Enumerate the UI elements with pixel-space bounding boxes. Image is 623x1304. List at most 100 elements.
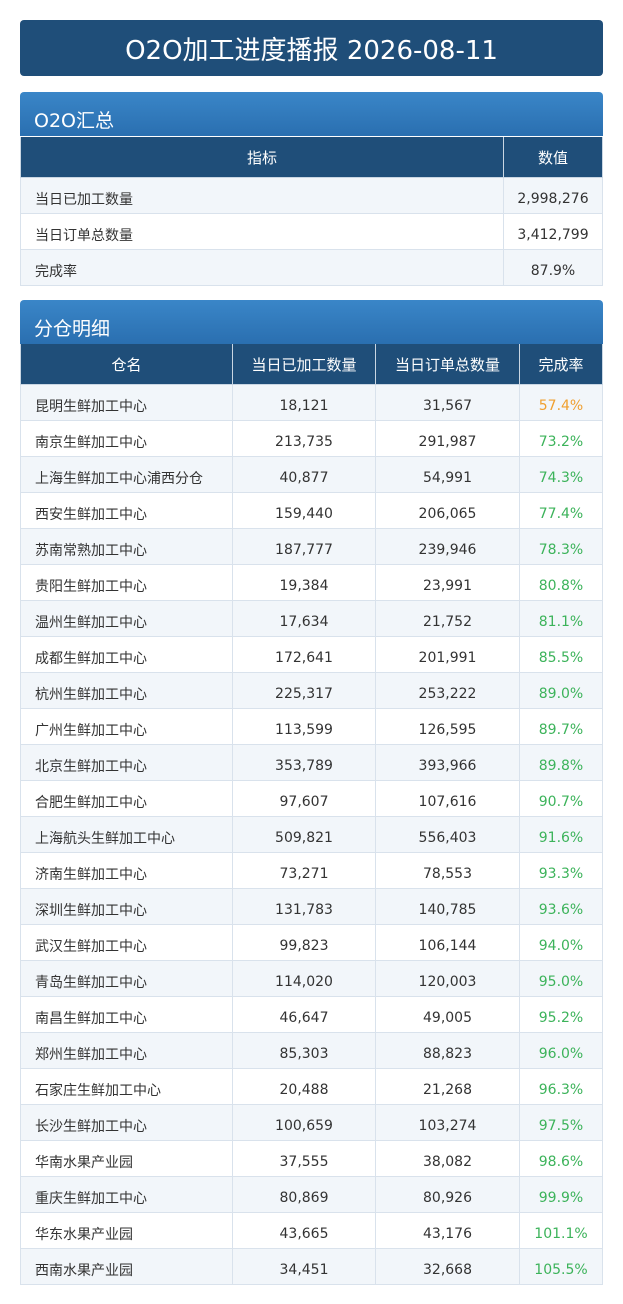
row-label: 温州生鲜加工中心: [20, 601, 233, 637]
row-label: 石家庄生鲜加工中心: [20, 1069, 233, 1105]
cell-value: 80,869: [233, 1177, 376, 1213]
row-label: 杭州生鲜加工中心: [20, 673, 233, 709]
cell-value: 80.8%: [520, 565, 603, 601]
cell-value: 90.7%: [520, 781, 603, 817]
row-label: 济南生鲜加工中心: [20, 853, 233, 889]
cell-value: 187,777: [233, 529, 376, 565]
cell-value: 253,222: [376, 673, 520, 709]
row-label: 深圳生鲜加工中心: [20, 889, 233, 925]
cell-value: 353,789: [233, 745, 376, 781]
row-label: 贵阳生鲜加工中心: [20, 565, 233, 601]
cell-value: 78,553: [376, 853, 520, 889]
cell-value: 43,665: [233, 1213, 376, 1249]
cell-value: 77.4%: [520, 493, 603, 529]
cell-value: 95.0%: [520, 961, 603, 997]
cell-value: 94.0%: [520, 925, 603, 961]
cell-value: 3,412,799: [504, 214, 603, 250]
row-label: 成都生鲜加工中心: [20, 637, 233, 673]
cell-value: 101.1%: [520, 1213, 603, 1249]
cell-value: 21,752: [376, 601, 520, 637]
cell-value: 159,440: [233, 493, 376, 529]
cell-value: 87.9%: [504, 250, 603, 286]
cell-value: 23,991: [376, 565, 520, 601]
cell-value: 556,403: [376, 817, 520, 853]
cell-value: 89.0%: [520, 673, 603, 709]
cell-value: 19,384: [233, 565, 376, 601]
cell-value: 38,082: [376, 1141, 520, 1177]
column-header: 当日订单总数量: [376, 344, 520, 385]
cell-value: 46,647: [233, 997, 376, 1033]
cell-value: 201,991: [376, 637, 520, 673]
cell-value: 98.6%: [520, 1141, 603, 1177]
cell-value: 81.1%: [520, 601, 603, 637]
cell-value: 43,176: [376, 1213, 520, 1249]
column-header: 完成率: [520, 344, 603, 385]
cell-value: 107,616: [376, 781, 520, 817]
cell-value: 91.6%: [520, 817, 603, 853]
cell-value: 96.0%: [520, 1033, 603, 1069]
cell-value: 291,987: [376, 421, 520, 457]
row-label: 西安生鲜加工中心: [20, 493, 233, 529]
row-label: 上海航头生鲜加工中心: [20, 817, 233, 853]
cell-value: 100,659: [233, 1105, 376, 1141]
cell-value: 106,144: [376, 925, 520, 961]
cell-value: 206,065: [376, 493, 520, 529]
cell-value: 73.2%: [520, 421, 603, 457]
cell-value: 393,966: [376, 745, 520, 781]
column-header: 当日已加工数量: [233, 344, 376, 385]
cell-value: 73,271: [233, 853, 376, 889]
row-label: 南京生鲜加工中心: [20, 421, 233, 457]
row-label: 上海生鲜加工中心浦西分仓: [20, 457, 233, 493]
cell-value: 88,823: [376, 1033, 520, 1069]
cell-value: 20,488: [233, 1069, 376, 1105]
cell-value: 99.9%: [520, 1177, 603, 1213]
row-label: 重庆生鲜加工中心: [20, 1177, 233, 1213]
cell-value: 126,595: [376, 709, 520, 745]
row-label: 南昌生鲜加工中心: [20, 997, 233, 1033]
cell-value: 93.3%: [520, 853, 603, 889]
section-header: 分仓明细: [20, 300, 603, 344]
cell-value: 21,268: [376, 1069, 520, 1105]
cell-value: 95.2%: [520, 997, 603, 1033]
row-label: 当日已加工数量: [20, 178, 504, 214]
cell-value: 74.3%: [520, 457, 603, 493]
column-header: 仓名: [20, 344, 233, 385]
column-header: 指标: [20, 137, 504, 178]
cell-value: 96.3%: [520, 1069, 603, 1105]
column-header: 数值: [504, 137, 603, 178]
cell-value: 97.5%: [520, 1105, 603, 1141]
row-label: 苏南常熟加工中心: [20, 529, 233, 565]
row-label: 青岛生鲜加工中心: [20, 961, 233, 997]
cell-value: 89.7%: [520, 709, 603, 745]
cell-value: 40,877: [233, 457, 376, 493]
cell-value: 85,303: [233, 1033, 376, 1069]
cell-value: 97,607: [233, 781, 376, 817]
cell-value: 54,991: [376, 457, 520, 493]
cell-value: 49,005: [376, 997, 520, 1033]
cell-value: 225,317: [233, 673, 376, 709]
row-label: 郑州生鲜加工中心: [20, 1033, 233, 1069]
cell-value: 93.6%: [520, 889, 603, 925]
row-label: 华东水果产业园: [20, 1213, 233, 1249]
row-label: 长沙生鲜加工中心: [20, 1105, 233, 1141]
cell-value: 103,274: [376, 1105, 520, 1141]
cell-value: 120,003: [376, 961, 520, 997]
section-header: O2O汇总: [20, 92, 603, 136]
row-label: 华南水果产业园: [20, 1141, 233, 1177]
cell-value: 99,823: [233, 925, 376, 961]
page-title: O2O加工进度播报 2026-08-11: [20, 20, 603, 76]
cell-value: 85.5%: [520, 637, 603, 673]
row-label: 昆明生鲜加工中心: [20, 385, 233, 421]
cell-value: 17,634: [233, 601, 376, 637]
row-label: 合肥生鲜加工中心: [20, 781, 233, 817]
row-label: 完成率: [20, 250, 504, 286]
row-label: 西南水果产业园: [20, 1249, 233, 1285]
row-label: 武汉生鲜加工中心: [20, 925, 233, 961]
cell-value: 34,451: [233, 1249, 376, 1285]
cell-value: 105.5%: [520, 1249, 603, 1285]
cell-value: 89.8%: [520, 745, 603, 781]
cell-value: 131,783: [233, 889, 376, 925]
cell-value: 113,599: [233, 709, 376, 745]
cell-value: 213,735: [233, 421, 376, 457]
